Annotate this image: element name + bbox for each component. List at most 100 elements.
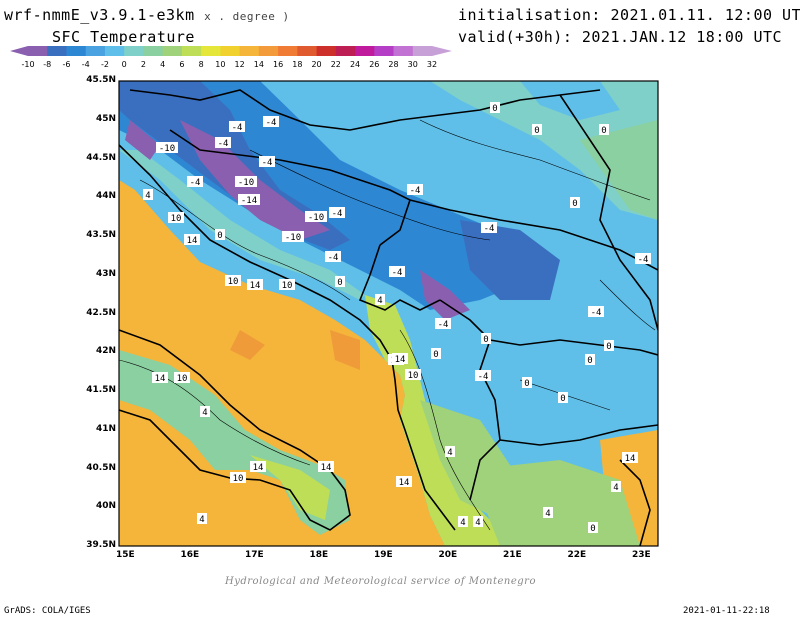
grads-credit: GrADS: COLA/IGES <box>4 606 91 616</box>
contour-label-text: 0 <box>587 356 592 366</box>
coastal-band <box>119 150 365 300</box>
colorbar-tick-label: 8 <box>198 60 204 69</box>
contour-label-box <box>407 184 423 195</box>
contour-label-box <box>570 197 580 208</box>
colorbar-cell <box>412 46 433 56</box>
contour-label-text: 14 <box>625 454 636 464</box>
contour-label: 10 <box>168 212 184 224</box>
bosnia-border <box>169 129 411 246</box>
contour-label: 0 <box>490 102 500 114</box>
contour-label-box <box>156 142 178 153</box>
longitude-tick-label: 19E <box>374 550 393 560</box>
colorbar-cell <box>239 46 260 56</box>
contour-label-box <box>543 507 553 518</box>
contour-label-box <box>152 372 168 383</box>
contour-label-text: -4 <box>484 224 495 234</box>
contour-label: -4 <box>475 370 491 382</box>
contour-label: -4 <box>329 207 345 219</box>
contour-label-box <box>229 121 245 132</box>
contour-label: 0 <box>481 333 491 345</box>
contour-label-box <box>250 461 266 472</box>
serbia-border <box>409 199 658 271</box>
colorbar-cell <box>124 46 144 56</box>
contour-label-box <box>588 522 598 533</box>
latitude-tick-label: 41.5N <box>86 385 116 395</box>
contour-label: -10 <box>282 231 304 243</box>
contour-label: 14 <box>152 372 168 384</box>
contour-label: -4 <box>588 306 604 318</box>
contour-label: 14 <box>396 476 412 488</box>
colorbar-cell <box>393 46 414 56</box>
contour-label-text: 14 <box>395 355 406 365</box>
colorbar-tick-label: 24 <box>349 60 361 69</box>
contour-label-text: 10 <box>171 214 182 224</box>
contour-label: 14 <box>318 461 334 473</box>
contour-label: 14 <box>622 452 638 464</box>
contour-label-box <box>225 275 241 286</box>
contour-label-box <box>599 124 609 135</box>
longitude-tick-label: 23E <box>632 550 651 560</box>
contour-label: -4 <box>407 184 423 196</box>
contour-label-box <box>622 452 638 463</box>
contour-label: 4 <box>458 516 468 528</box>
colorbar-cell <box>104 46 125 56</box>
latitude-tick-label: 41N <box>95 423 116 434</box>
contour-label-text: -4 <box>591 308 602 318</box>
contour-label-text: 4 <box>613 483 618 493</box>
contour-label-box <box>435 318 451 329</box>
colorbar-tick-label: 16 <box>273 60 284 69</box>
contour-label-text: 10 <box>177 374 188 384</box>
contour-label: 0 <box>215 229 225 241</box>
contour-label-box <box>200 406 210 417</box>
serbia-cold <box>460 220 560 300</box>
contour-label-text: 4 <box>199 515 204 525</box>
contour-label: 14 <box>250 461 266 473</box>
borders <box>119 89 658 546</box>
contour-label: -10 <box>156 142 178 154</box>
contour-label: -4 <box>635 253 651 265</box>
coldest-patches <box>125 120 470 320</box>
contour-label-text: -4 <box>190 178 201 188</box>
contour-label: 0 <box>335 276 345 288</box>
contour-label-box <box>588 306 604 317</box>
contour-label-text: 4 <box>377 296 382 306</box>
contour-label-text: 0 <box>524 379 529 389</box>
contour-label-text: -4 <box>328 253 339 263</box>
contour-label-box <box>325 251 341 262</box>
contour-label-text: -4 <box>478 372 489 382</box>
latitude-tick-label: 45.5N <box>86 75 116 85</box>
contour-label: -4 <box>215 137 231 149</box>
contour-label: 10 <box>405 369 421 381</box>
contour-label: 0 <box>604 340 614 352</box>
northern-border <box>129 89 601 131</box>
contour-label-box <box>532 124 542 135</box>
contour-label-text: -4 <box>266 118 277 128</box>
contour-label-text: 10 <box>228 277 239 287</box>
east-warm <box>580 120 658 220</box>
contour-label-box <box>318 461 334 472</box>
colorbar-right-arrow <box>432 46 452 56</box>
latitude-tick-label: 42.5N <box>86 307 116 318</box>
colorbar-cell <box>258 46 279 56</box>
colorbar-cell <box>181 46 202 56</box>
contour-label-text: 14 <box>155 374 166 384</box>
contour-label-text: 0 <box>337 278 342 288</box>
contour-label-box <box>215 137 231 148</box>
contour-label-box <box>305 211 327 222</box>
contour-label-box <box>263 116 279 127</box>
longitude-tick-label: 22E <box>567 550 587 560</box>
contour-label-box <box>558 392 568 403</box>
contour-label-box <box>174 372 190 383</box>
contour-label-text: 14 <box>253 463 264 473</box>
contour-label-text: -10 <box>159 144 175 154</box>
colorbar-cell <box>335 46 356 56</box>
contour-label-text: -4 <box>638 255 649 265</box>
contour-label: 4 <box>197 513 207 525</box>
aegean-coastline <box>619 459 651 546</box>
contour-label: 14 <box>247 279 263 291</box>
contour-label: -4 <box>389 266 405 278</box>
greece-border <box>499 424 658 446</box>
contour-labels: 00 0-4 -4-4-10-4-4 -10-14-10 -4-10-40-4-4-4-… <box>143 102 651 534</box>
contour-label: 0 <box>431 348 441 360</box>
